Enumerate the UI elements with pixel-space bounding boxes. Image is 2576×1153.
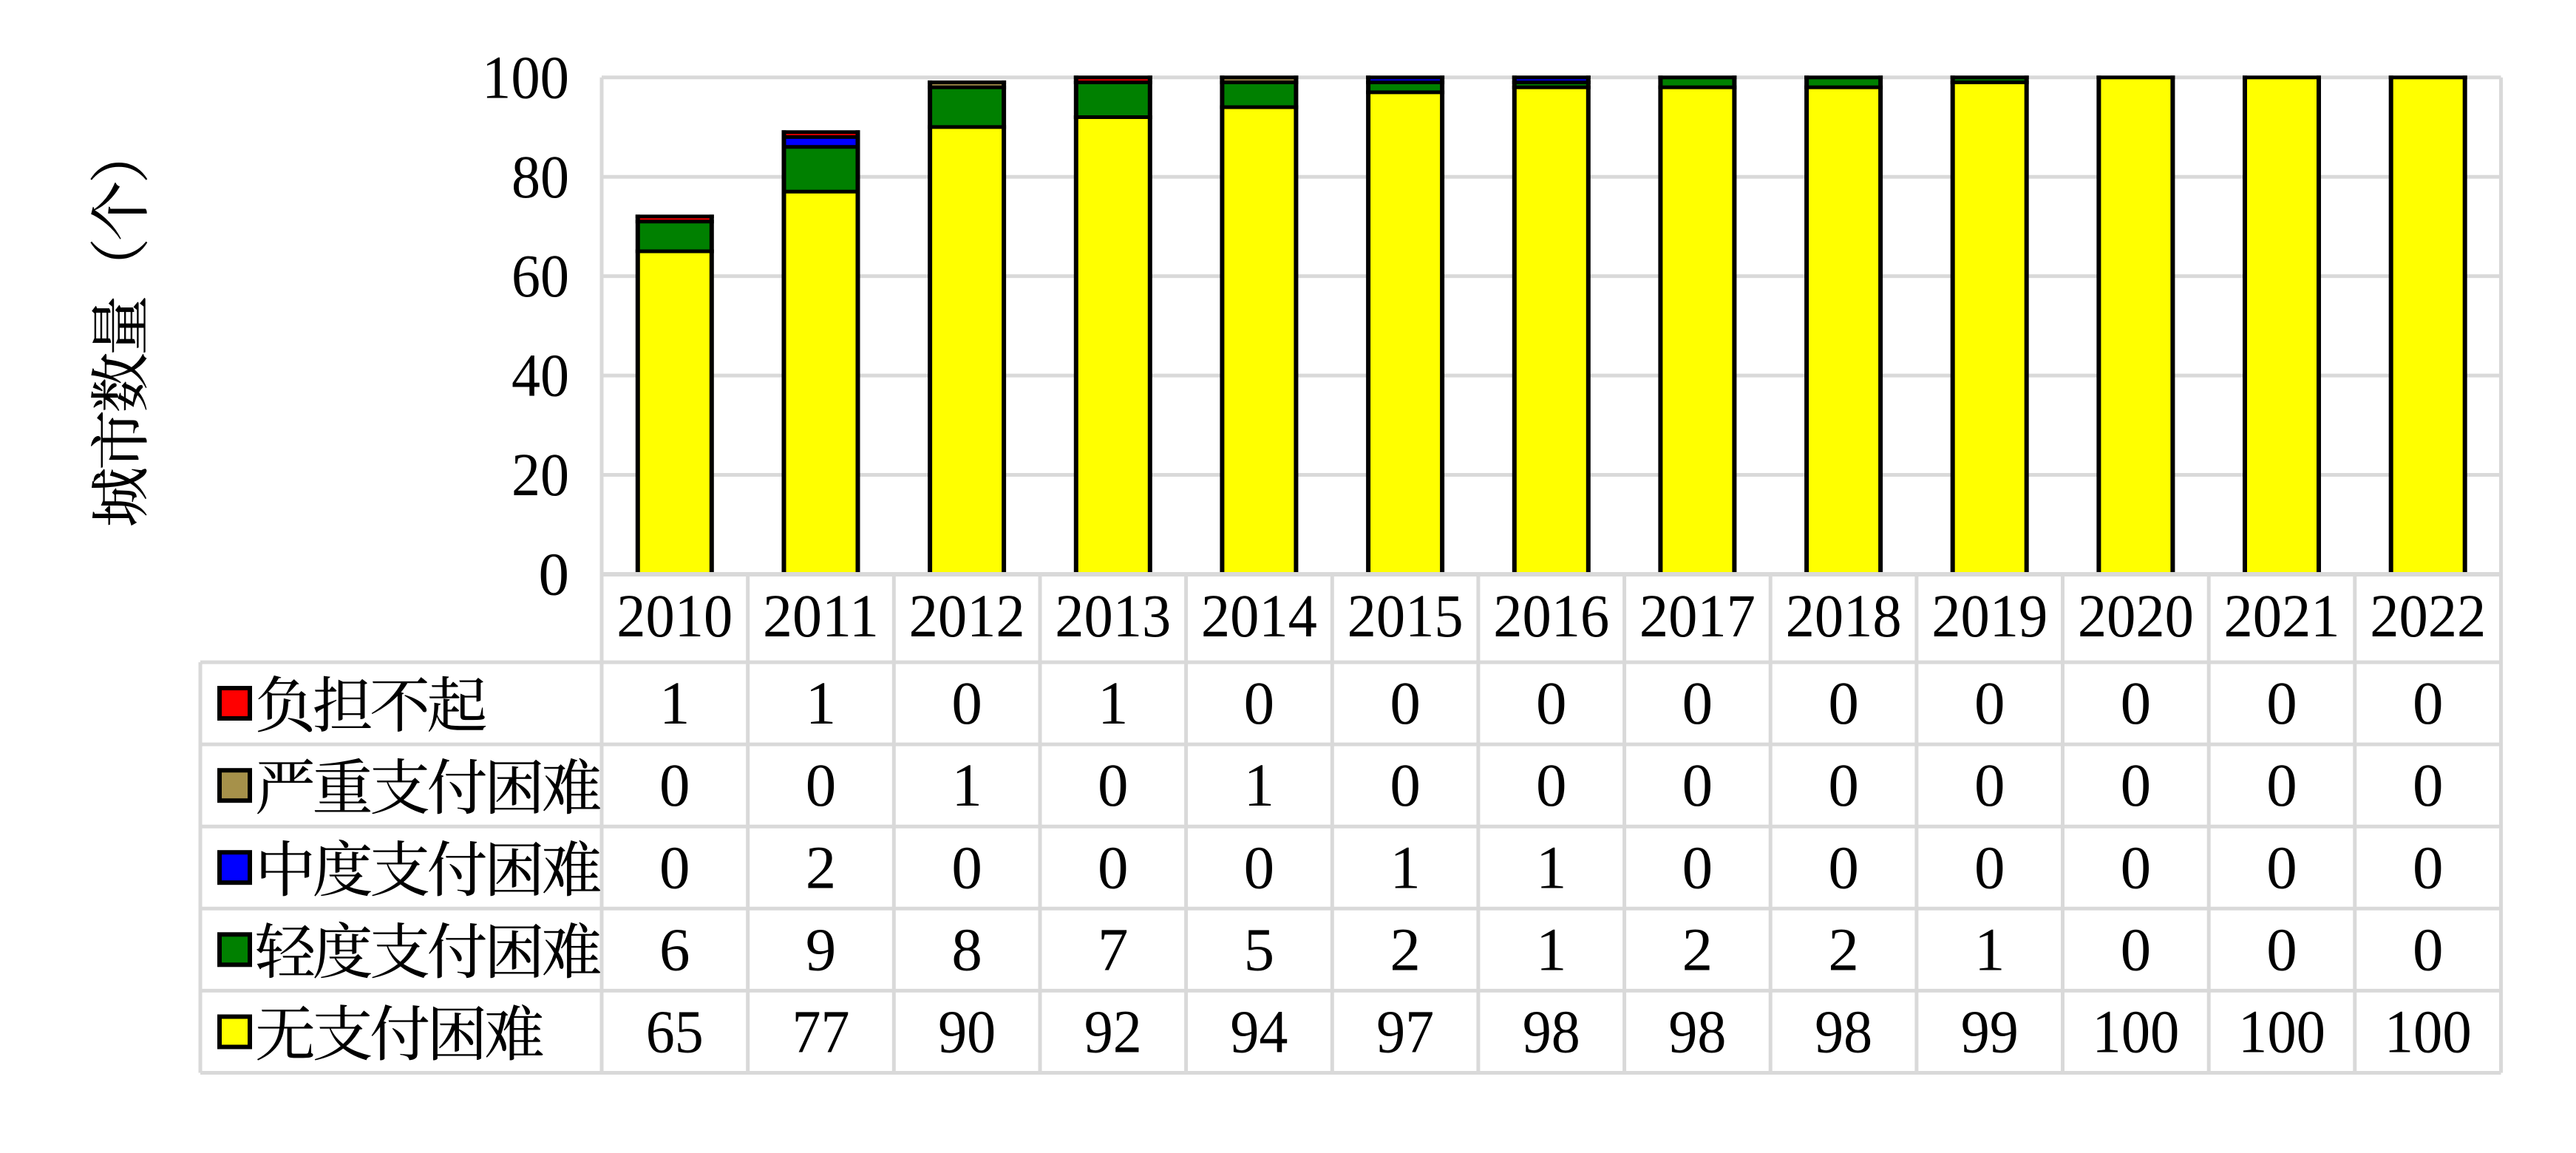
svg-text:0: 0 (1828, 669, 1859, 737)
svg-text:0: 0 (2413, 833, 2444, 901)
svg-text:8: 8 (951, 915, 982, 983)
svg-text:0: 0 (1828, 751, 1859, 819)
svg-text:7: 7 (1098, 915, 1129, 983)
svg-text:1: 1 (1974, 915, 2005, 983)
svg-text:100: 100 (2092, 998, 2179, 1066)
svg-text:2018: 2018 (1786, 582, 1902, 650)
svg-text:2020: 2020 (2078, 582, 2194, 650)
svg-text:2: 2 (1682, 915, 1713, 983)
svg-text:0: 0 (951, 669, 982, 737)
svg-text:2013: 2013 (1055, 582, 1171, 650)
svg-text:2: 2 (806, 833, 837, 901)
svg-text:2019: 2019 (1931, 582, 2047, 650)
svg-text:9: 9 (806, 915, 837, 983)
svg-text:0: 0 (1098, 833, 1129, 901)
svg-text:0: 0 (539, 540, 570, 608)
svg-text:0: 0 (1098, 751, 1129, 819)
svg-text:2016: 2016 (1493, 582, 1609, 650)
svg-text:0: 0 (806, 751, 837, 819)
svg-text:100: 100 (2238, 998, 2325, 1066)
svg-text:0: 0 (2121, 915, 2152, 983)
svg-text:0: 0 (1536, 751, 1567, 819)
svg-text:1: 1 (1390, 833, 1421, 901)
svg-text:99: 99 (1961, 998, 2019, 1066)
svg-text:2012: 2012 (909, 582, 1025, 650)
svg-text:0: 0 (2121, 833, 2152, 901)
svg-text:0: 0 (1390, 669, 1421, 737)
svg-text:1: 1 (659, 669, 690, 737)
svg-text:2014: 2014 (1201, 582, 1317, 650)
svg-text:0: 0 (1682, 833, 1713, 901)
svg-text:0: 0 (951, 833, 982, 901)
svg-text:2021: 2021 (2224, 582, 2340, 650)
svg-text:60: 60 (512, 242, 569, 310)
svg-text:1: 1 (1244, 751, 1275, 819)
svg-text:0: 0 (1390, 751, 1421, 819)
svg-text:0: 0 (1682, 669, 1713, 737)
svg-text:2: 2 (1390, 915, 1421, 983)
svg-text:100: 100 (482, 43, 569, 111)
svg-text:98: 98 (1523, 998, 1580, 1066)
svg-text:0: 0 (1974, 751, 2005, 819)
svg-text:0: 0 (1244, 833, 1275, 901)
svg-text:2015: 2015 (1348, 582, 1464, 650)
svg-text:0: 0 (2413, 669, 2444, 737)
svg-text:20: 20 (512, 441, 569, 509)
svg-text:0: 0 (2413, 915, 2444, 983)
svg-text:6: 6 (659, 915, 690, 983)
svg-text:65: 65 (646, 998, 704, 1066)
svg-text:97: 97 (1376, 998, 1434, 1066)
svg-text:2: 2 (1828, 915, 1859, 983)
svg-text:0: 0 (2413, 751, 2444, 819)
svg-text:5: 5 (1244, 915, 1275, 983)
svg-text:0: 0 (2266, 833, 2297, 901)
svg-text:0: 0 (659, 751, 690, 819)
svg-text:0: 0 (2266, 915, 2297, 983)
svg-text:1: 1 (1536, 833, 1567, 901)
svg-text:0: 0 (1682, 751, 1713, 819)
svg-text:0: 0 (1244, 669, 1275, 737)
svg-text:0: 0 (2266, 669, 2297, 737)
svg-text:2017: 2017 (1639, 582, 1756, 650)
svg-text:94: 94 (1230, 998, 1288, 1066)
svg-text:0: 0 (1536, 669, 1567, 737)
svg-text:100: 100 (2385, 998, 2472, 1066)
svg-text:0: 0 (2121, 669, 2152, 737)
svg-text:98: 98 (1668, 998, 1726, 1066)
svg-text:40: 40 (512, 341, 569, 409)
svg-text:90: 90 (938, 998, 996, 1066)
svg-text:0: 0 (2266, 751, 2297, 819)
svg-text:1: 1 (1536, 915, 1567, 983)
svg-text:80: 80 (512, 143, 569, 211)
svg-text:1: 1 (806, 669, 837, 737)
svg-text:77: 77 (792, 998, 850, 1066)
svg-text:0: 0 (1974, 833, 2005, 901)
svg-text:1: 1 (1098, 669, 1129, 737)
svg-text:1: 1 (951, 751, 982, 819)
svg-text:2010: 2010 (616, 582, 733, 650)
svg-text:2011: 2011 (763, 582, 879, 650)
svg-text:2022: 2022 (2370, 582, 2486, 650)
svg-text:0: 0 (1828, 833, 1859, 901)
svg-text:92: 92 (1084, 998, 1142, 1066)
svg-text:0: 0 (659, 833, 690, 901)
svg-text:0: 0 (1974, 669, 2005, 737)
svg-text:0: 0 (2121, 751, 2152, 819)
svg-text:98: 98 (1815, 998, 1872, 1066)
